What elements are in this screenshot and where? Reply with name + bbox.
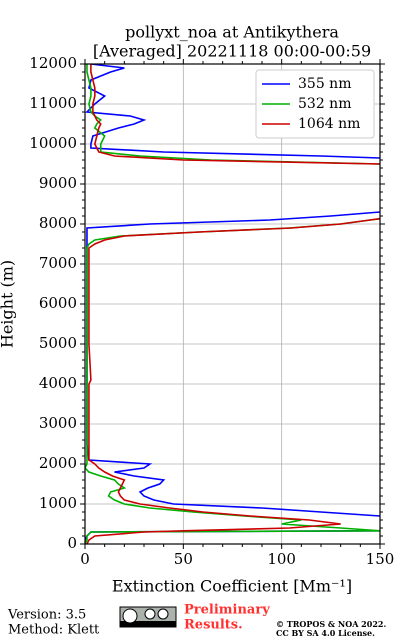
y-tick-label: 5000 <box>39 334 77 352</box>
method: Method: Klett <box>8 623 100 638</box>
profile-line <box>86 64 380 544</box>
y-tick-label: 6000 <box>39 294 77 312</box>
y-tick-label: 2000 <box>39 454 77 472</box>
copyright: © TROPOS & NOA 2022. <box>276 619 386 629</box>
y-tick-label: 11000 <box>29 94 77 112</box>
y-tick-label: 4000 <box>39 374 77 392</box>
legend-label: 1064 nm <box>298 116 360 132</box>
y-tick-label: 3000 <box>39 414 77 432</box>
y-axis-label: Height (m) <box>0 260 17 348</box>
y-tick-label: 0 <box>67 534 77 552</box>
chart-title: pollyxt_noa at Antikythera <box>125 23 339 42</box>
x-axis-label: Extinction Coefficient [Mm⁻¹] <box>112 577 352 596</box>
plot-frame <box>84 63 381 545</box>
legend-box <box>255 69 375 139</box>
x-tick-label: 50 <box>174 550 193 568</box>
y-tick-label: 1000 <box>39 494 77 512</box>
plot-area <box>85 64 380 544</box>
y-tick-label: 10000 <box>29 134 77 152</box>
preliminary: Preliminary <box>184 603 270 618</box>
y-tick-label: 9000 <box>39 174 77 192</box>
x-tick-label: 0 <box>80 550 90 568</box>
x-tick-label: 150 <box>366 550 395 568</box>
y-tick-label: 12000 <box>29 54 77 72</box>
copyright: CC BY SA 4.0 License. <box>276 628 375 638</box>
version: Version: 3.5 <box>7 608 86 623</box>
y-tick-label: 8000 <box>39 214 77 232</box>
preliminary: Results. <box>184 618 243 633</box>
legend-label: 355 nm <box>298 76 351 92</box>
chart-subtitle: [Averaged] 20221118 00:00-00:59 <box>93 42 371 61</box>
legend-label: 532 nm <box>298 96 351 112</box>
y-tick-label: 7000 <box>39 254 77 272</box>
cc-badge <box>119 606 177 628</box>
profile-line <box>85 64 380 544</box>
x-tick-label: 100 <box>267 550 296 568</box>
